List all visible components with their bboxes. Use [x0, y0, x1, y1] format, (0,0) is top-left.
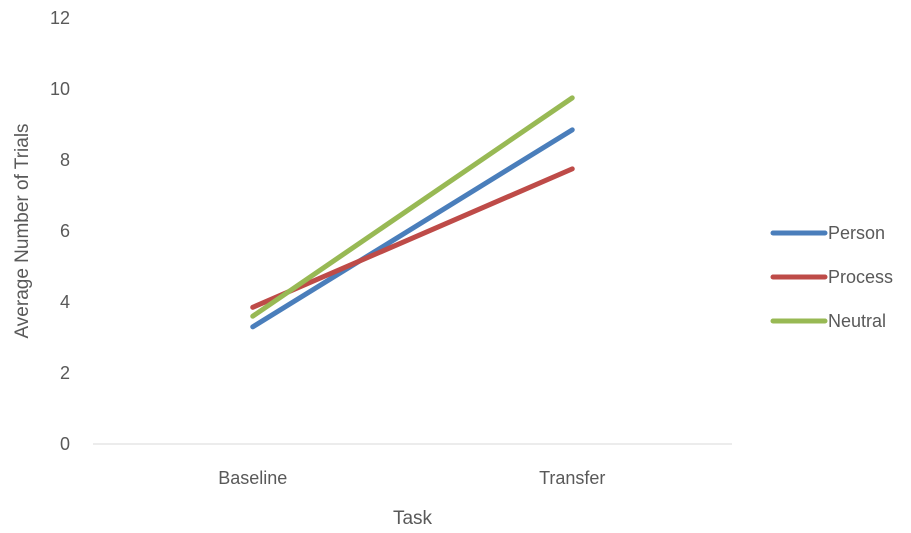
x-tick-label: Transfer — [539, 468, 605, 488]
legend-label-neutral: Neutral — [828, 311, 886, 331]
series-line-process — [250, 166, 575, 310]
legend-label-person: Person — [828, 223, 885, 243]
y-tick-label: 12 — [50, 8, 70, 28]
x-tick-label: Baseline — [218, 468, 287, 488]
y-tick-label: 10 — [50, 79, 70, 99]
series-lines — [250, 95, 575, 330]
y-tick-label: 4 — [60, 292, 70, 312]
y-tick-label: 6 — [60, 221, 70, 241]
series-line-person — [250, 127, 575, 330]
series-line-neutral — [250, 95, 575, 319]
y-tick-label: 8 — [60, 150, 70, 170]
y-axis-ticks: 0 2 4 6 8 10 12 — [50, 8, 70, 454]
legend: Person Process Neutral — [770, 223, 893, 331]
x-axis-title: Task — [393, 508, 433, 529]
y-axis-title: Average Number of Trials — [12, 123, 33, 338]
y-tick-label: 0 — [60, 434, 70, 454]
x-axis-ticks: Baseline Transfer — [218, 468, 605, 488]
y-tick-label: 2 — [60, 363, 70, 383]
legend-label-process: Process — [828, 267, 893, 287]
